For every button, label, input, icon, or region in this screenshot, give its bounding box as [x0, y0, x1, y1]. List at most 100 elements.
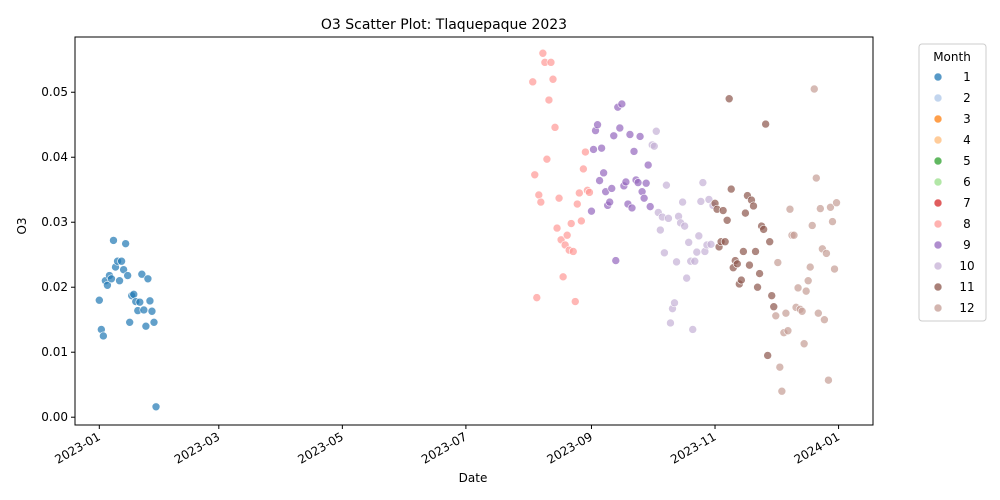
data-point	[777, 386, 787, 396]
data-point	[566, 219, 576, 228]
data-point	[822, 249, 831, 258]
data-point	[692, 247, 702, 257]
data-point	[581, 147, 590, 157]
data-point	[599, 168, 608, 178]
data-point	[609, 131, 619, 141]
data-point	[745, 260, 754, 270]
data-point	[607, 184, 617, 193]
legend-label: 8	[963, 217, 971, 231]
data-point	[775, 362, 785, 372]
y-axis-title: O3	[15, 217, 29, 234]
legend-label: 12	[959, 301, 974, 315]
data-point	[732, 259, 742, 269]
legend-label: 11	[959, 280, 974, 294]
data-point	[605, 197, 615, 207]
data-point	[684, 238, 693, 247]
legend-marker	[933, 72, 943, 82]
x-tick-label: 2023-09	[545, 429, 595, 466]
data-point	[99, 331, 108, 341]
x-tick-label: 2023-11	[668, 429, 718, 466]
data-point	[617, 99, 627, 109]
data-point	[562, 230, 572, 240]
data-point	[724, 94, 734, 104]
data-point	[558, 272, 568, 282]
data-point	[577, 216, 586, 226]
data-point	[649, 141, 659, 151]
data-point	[771, 311, 781, 321]
legend-marker	[933, 135, 943, 145]
data-point	[751, 247, 760, 256]
y-axis: 0.00 0.01 0.02 0.03 0.04 0.05	[41, 85, 75, 424]
chart-title: O3 Scatter Plot: Tlaquepaque 2023	[321, 17, 567, 33]
data-point	[629, 147, 639, 156]
x-tick-label: 2023-07	[419, 429, 469, 466]
data-point	[664, 214, 673, 223]
legend-label: 1	[963, 70, 971, 84]
legend-label: 4	[963, 133, 971, 147]
data-point	[639, 193, 649, 203]
data-point	[615, 123, 625, 133]
legend-label: 3	[963, 112, 971, 126]
data-point	[530, 170, 540, 180]
data-point	[826, 202, 835, 212]
legend-marker	[933, 282, 943, 292]
data-point	[572, 199, 582, 209]
data-point	[109, 236, 118, 245]
data-point	[645, 202, 655, 211]
x-tick-label: 2023-01	[52, 429, 102, 466]
data-point	[809, 84, 819, 94]
data-point	[129, 290, 139, 299]
plot-frame	[74, 36, 874, 426]
data-point	[763, 351, 772, 360]
legend-frame	[918, 43, 987, 322]
legend-marker	[933, 219, 943, 229]
legend-marker	[933, 261, 943, 271]
data-point	[147, 306, 157, 316]
data-point	[688, 325, 698, 334]
data-point	[814, 308, 823, 318]
data-point	[536, 197, 546, 207]
data-point	[690, 256, 700, 266]
data-point	[137, 269, 147, 279]
legend-marker	[933, 303, 943, 313]
legend-label: 6	[963, 175, 971, 189]
data-point	[107, 274, 116, 284]
x-tick-label: 2023-03	[172, 429, 222, 466]
data-point	[139, 305, 149, 315]
data-point	[765, 237, 775, 247]
data-point	[554, 193, 564, 203]
data-point	[621, 177, 631, 187]
data-point	[95, 295, 104, 305]
data-point	[722, 215, 732, 225]
data-point	[123, 271, 132, 280]
data-point	[662, 180, 671, 190]
x-axis: 2023-01 2023-03 2023-05 2023-07 2023-09 2023-…	[52, 425, 842, 467]
data-point	[119, 265, 128, 274]
data-point	[706, 240, 716, 249]
data-point	[641, 178, 651, 188]
data-point	[117, 256, 126, 266]
data-point	[830, 264, 839, 274]
data-point	[793, 283, 803, 293]
data-point	[544, 95, 554, 105]
data-point	[579, 164, 588, 174]
x-axis-title: Date	[459, 471, 488, 485]
data-point	[805, 262, 815, 272]
data-point	[720, 237, 730, 247]
data-point	[538, 48, 548, 58]
legend-marker	[933, 177, 943, 187]
data-point	[769, 302, 779, 312]
data-point	[824, 375, 833, 385]
data-point	[749, 201, 758, 211]
data-point	[739, 247, 748, 256]
legend-marker	[933, 114, 943, 124]
data-point	[548, 74, 558, 84]
data-point	[542, 154, 552, 164]
data-point	[115, 276, 124, 286]
data-point	[773, 258, 783, 267]
data-point	[832, 198, 841, 208]
data-point	[587, 206, 596, 216]
legend-marker	[933, 93, 943, 103]
y-tick-label: 0.04	[41, 150, 68, 164]
